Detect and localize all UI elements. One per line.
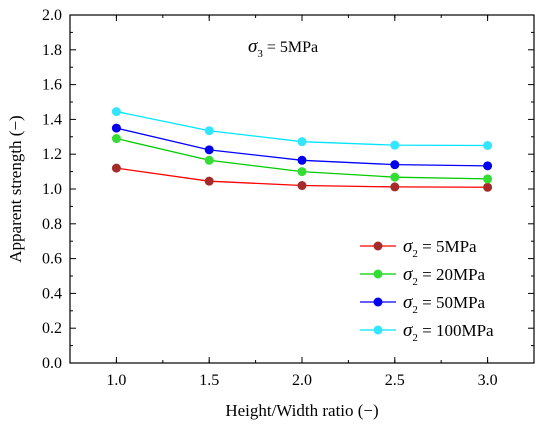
data-point	[204, 145, 214, 155]
data-point	[483, 182, 493, 192]
legend: σ2 = 5MPa σ2 = 20MPa σ2 = 50MPa σ2 = 100MPa	[360, 236, 494, 344]
data-point	[111, 107, 121, 117]
series-1	[111, 163, 493, 192]
x-axis-title: Height/Width ratio (−)	[225, 401, 378, 420]
series-3	[111, 123, 493, 171]
data-point	[483, 174, 493, 184]
data-point	[204, 176, 214, 186]
data-point	[111, 123, 121, 133]
legend-marker	[373, 297, 383, 307]
y-tick-label: 0.4	[42, 285, 62, 302]
data-point	[111, 134, 121, 144]
series-2	[111, 134, 493, 184]
series-group	[111, 107, 493, 192]
legend-label: σ2 = 5MPa	[403, 236, 477, 260]
x-tick-label: 2.5	[385, 372, 405, 389]
y-tick-label: 1.4	[42, 111, 62, 128]
data-point	[390, 160, 400, 170]
legend-item: σ2 = 50MPa	[360, 292, 486, 316]
data-point	[297, 167, 307, 177]
data-point	[204, 126, 214, 136]
data-point	[111, 163, 121, 173]
y-tick-label: 0.0	[42, 355, 62, 372]
legend-label: σ2 = 100MPa	[403, 320, 494, 344]
data-point	[390, 172, 400, 182]
y-tick-label: 0.2	[42, 320, 62, 337]
y-tick-label: 1.8	[42, 42, 62, 59]
data-point	[390, 140, 400, 150]
x-tick-label: 2.0	[292, 372, 312, 389]
data-point	[297, 181, 307, 191]
annotation-sigma3: σ3 = 5MPa	[248, 36, 318, 60]
series-4	[111, 107, 493, 150]
y-tick-label: 0.8	[42, 216, 62, 233]
data-point	[297, 137, 307, 147]
legend-item: σ2 = 100MPa	[360, 320, 494, 344]
legend-marker	[373, 325, 383, 335]
legend-item: σ2 = 5MPa	[360, 236, 477, 260]
x-axis-ticks: 1.0 1.5 2.0 2.5 3.0	[69, 15, 535, 389]
y-tick-label: 1.6	[42, 77, 62, 94]
data-point	[297, 155, 307, 165]
y-axis-ticks: 0.0 0.2 0.4 0.6 0.8 1.0 1.2 1.4 1.6 1.8 2.0	[42, 7, 534, 372]
data-point	[204, 155, 214, 165]
x-tick-label: 1.5	[199, 372, 219, 389]
y-tick-label: 1.0	[42, 181, 62, 198]
legend-label: σ2 = 50MPa	[403, 292, 486, 316]
y-axis-title: Apparent strength (−)	[6, 115, 25, 262]
legend-marker	[373, 241, 383, 251]
y-tick-label: 0.6	[42, 251, 62, 268]
data-point	[483, 141, 493, 150]
x-tick-label: 1.0	[106, 372, 126, 389]
legend-marker	[373, 269, 383, 279]
data-point	[390, 182, 400, 192]
y-tick-label: 2.0	[42, 7, 62, 24]
legend-item: σ2 = 20MPa	[360, 264, 486, 288]
data-point	[483, 161, 493, 171]
x-tick-label: 3.0	[478, 372, 498, 389]
y-tick-label: 1.2	[42, 146, 62, 163]
legend-label: σ2 = 20MPa	[403, 264, 486, 288]
